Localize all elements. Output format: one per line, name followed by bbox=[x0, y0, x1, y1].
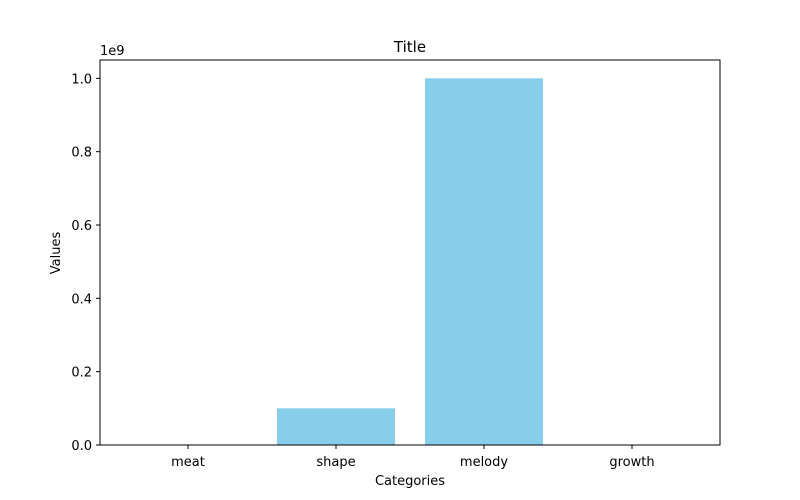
y-axis-label: Values bbox=[49, 232, 64, 275]
x-axis-ticks: meat shape melody growth bbox=[171, 445, 655, 470]
chart-title: Title bbox=[393, 38, 426, 56]
x-tick-label: meat bbox=[171, 455, 205, 470]
y-tick-label: 0.2 bbox=[71, 366, 92, 381]
y-tick-label: 0.8 bbox=[71, 146, 92, 161]
y-tick-label: 0.0 bbox=[71, 439, 92, 454]
y-tick-label: 0.4 bbox=[71, 292, 92, 307]
y-axis-offset-label: 1e9 bbox=[100, 44, 125, 59]
bars-group bbox=[277, 78, 691, 445]
bar-melody bbox=[425, 78, 543, 445]
bar-shape bbox=[277, 408, 395, 445]
plot-frame bbox=[99, 59, 721, 446]
x-axis-label: Categories bbox=[375, 474, 445, 489]
x-tick-label: melody bbox=[460, 455, 508, 470]
x-tick-label: shape bbox=[316, 455, 355, 470]
y-axis-ticks: 0.0 0.2 0.4 0.6 0.8 1.0 bbox=[71, 72, 100, 454]
y-tick-label: 0.6 bbox=[71, 219, 92, 234]
y-tick-label: 1.0 bbox=[71, 72, 92, 87]
x-tick-label: growth bbox=[609, 455, 654, 470]
